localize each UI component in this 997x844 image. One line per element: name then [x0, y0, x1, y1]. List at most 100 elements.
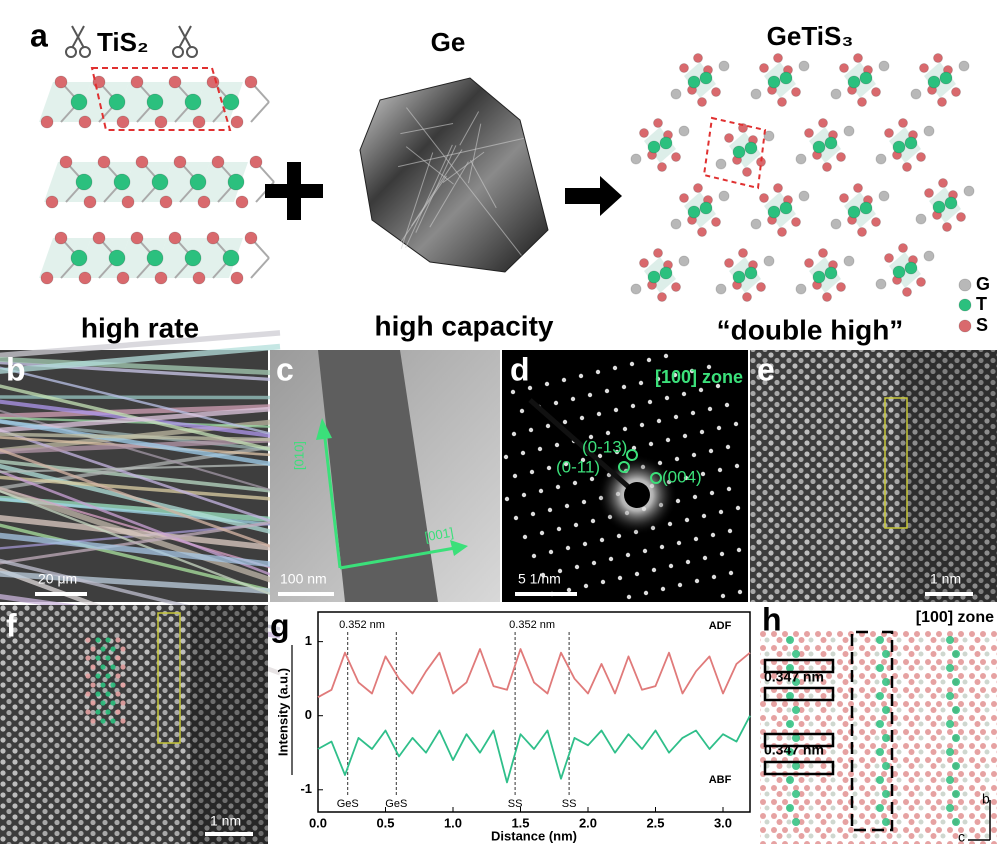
overlay-atom [110, 718, 115, 723]
spot [557, 527, 561, 531]
s-atom [654, 119, 663, 128]
spot [735, 464, 739, 468]
ge-atom [631, 284, 641, 294]
scale-label: 5 1/nm [518, 571, 561, 587]
s-atom [136, 156, 148, 168]
spot [737, 548, 741, 552]
spot [727, 487, 731, 491]
s-atom [957, 213, 966, 222]
overlay-atom [110, 646, 115, 651]
scale-bar [278, 592, 334, 596]
ge-atom [879, 61, 889, 71]
s-atom [774, 184, 783, 193]
s-atom [155, 272, 167, 284]
overlay-atom [100, 700, 105, 705]
scale-label: 1 nm [210, 813, 241, 829]
x-tick-label: 2.0 [579, 815, 597, 830]
spot [606, 431, 610, 435]
ge-atom [631, 154, 641, 164]
x-tick-label: 1.0 [444, 815, 462, 830]
plot-frame [318, 612, 750, 812]
legend-label: G [976, 274, 990, 294]
spot [609, 557, 613, 561]
spot [685, 518, 689, 522]
ge-atom [959, 61, 969, 71]
spot [522, 493, 526, 497]
overlay-atom [90, 682, 95, 687]
spot [660, 545, 664, 549]
ti-atom [876, 776, 884, 784]
overlay-atom [90, 664, 95, 669]
spot [709, 449, 713, 453]
spot [591, 519, 595, 523]
spot [717, 426, 721, 430]
ti-atom [688, 76, 700, 88]
s-atom [207, 76, 219, 88]
ti-atom [860, 202, 872, 214]
y-tick-label: 1 [305, 633, 312, 648]
ti-atom [946, 776, 954, 784]
s-atom [55, 76, 67, 88]
spot [514, 516, 518, 520]
spot [668, 522, 672, 526]
overlay-atom [95, 691, 100, 696]
s-atom [792, 218, 801, 227]
s-atom [231, 272, 243, 284]
panel-label: g [270, 607, 290, 643]
scale-label: 100 nm [280, 571, 327, 587]
overlay-atom [85, 691, 90, 696]
s-atom [840, 64, 849, 73]
spot [649, 442, 653, 446]
spot [640, 423, 644, 427]
spot [530, 470, 534, 474]
spot [708, 407, 712, 411]
s-atom [155, 116, 167, 128]
s-atom [805, 259, 814, 268]
marker-label: GeS [337, 798, 359, 810]
spot [736, 506, 740, 510]
ti-atom [952, 650, 960, 658]
spot [719, 510, 723, 514]
spacing-label: 0.347 nm [764, 669, 824, 685]
spot-label: (004) [662, 467, 702, 486]
spot [513, 474, 517, 478]
x-tick-label: 3.0 [714, 815, 732, 830]
scale-label: 1 nm [930, 571, 961, 587]
series-label: ABF [709, 774, 732, 786]
bond [251, 258, 269, 278]
series-label: ADF [709, 620, 732, 632]
ge-atom [916, 214, 926, 224]
ti-atom [768, 206, 780, 218]
s-atom [245, 232, 257, 244]
direction-label: [010] [291, 441, 306, 470]
s-atom [872, 218, 881, 227]
spot [582, 500, 586, 504]
s-atom [245, 76, 257, 88]
scale-label: 20 μm [38, 571, 77, 587]
s-atom [79, 116, 91, 128]
spot [693, 495, 697, 499]
s-atom [231, 116, 243, 128]
ge-atom [844, 126, 854, 136]
ti-atom [946, 720, 954, 728]
ti-atom [952, 678, 960, 686]
title: GeTiS₃ [767, 21, 854, 51]
s-atom [920, 64, 929, 73]
s-atom [131, 76, 143, 88]
ge-atom [716, 284, 726, 294]
zone-label: [100] zone [655, 367, 743, 387]
s-atom [858, 98, 867, 107]
spot [669, 564, 673, 568]
spot [665, 396, 669, 400]
ti-atom [946, 804, 954, 812]
s-atom [198, 196, 210, 208]
y-axis-label: Intensity (a.u.) [275, 668, 290, 756]
overlay-atom [120, 682, 125, 687]
spacing-label: 0.352 nm [509, 619, 555, 631]
figure: GTSaTiS₂GeGeTiS₃high ratehigh capacity“d… [0, 0, 997, 844]
spacing-label: 0.352 nm [339, 619, 385, 631]
s-atom [823, 293, 832, 302]
ti-atom [876, 804, 884, 812]
ge-atom [876, 154, 886, 164]
overlay-atom [95, 637, 100, 642]
